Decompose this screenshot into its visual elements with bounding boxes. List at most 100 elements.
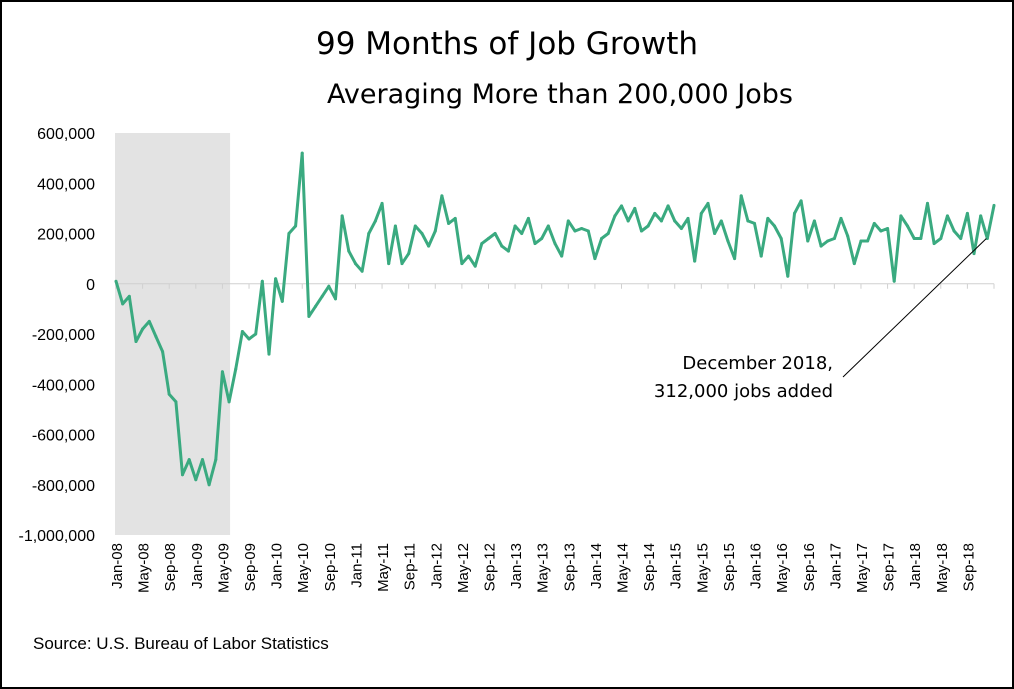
data-point — [866, 239, 870, 243]
x-tick-label: Sep-12 — [481, 543, 498, 591]
y-tick-label: 600,000 — [37, 126, 95, 143]
data-point — [673, 219, 677, 223]
data-point — [540, 237, 544, 241]
data-point — [826, 239, 830, 243]
data-point — [546, 224, 550, 228]
data-point — [593, 257, 597, 261]
y-axis-tick-labels: 600,000 400,000 200,000 0 -200,000 -400,000 -6… — [18, 126, 95, 545]
data-point — [447, 221, 451, 225]
x-tick-label: Jan-08 — [109, 543, 126, 589]
data-point — [839, 216, 843, 220]
data-point — [167, 392, 171, 396]
data-point — [473, 264, 477, 268]
x-tick-label: May-08 — [136, 543, 153, 593]
x-tick-label: May-13 — [535, 543, 552, 593]
data-point — [733, 257, 737, 261]
data-point — [792, 211, 796, 215]
x-tick-label: Jan-12 — [428, 543, 445, 589]
data-point — [959, 237, 963, 241]
data-point — [659, 219, 663, 223]
data-point — [819, 244, 823, 248]
data-point — [520, 232, 524, 235]
data-point — [400, 262, 404, 266]
data-point — [214, 458, 218, 462]
data-point — [759, 254, 763, 258]
x-tick-label: Jan-17 — [827, 543, 844, 589]
data-point — [972, 252, 976, 256]
data-point — [234, 367, 238, 371]
data-point — [779, 237, 783, 241]
data-point — [939, 237, 943, 241]
x-tick-label: May-18 — [934, 543, 951, 593]
series-line — [114, 151, 996, 487]
data-point — [753, 221, 757, 225]
data-point — [274, 277, 278, 281]
data-point — [526, 216, 530, 220]
data-point — [367, 232, 371, 235]
data-point — [174, 400, 178, 404]
data-point — [846, 234, 850, 238]
data-point — [799, 199, 803, 203]
y-tick-label: 0 — [86, 277, 95, 294]
data-point — [373, 219, 377, 223]
data-point — [925, 201, 929, 205]
data-point — [879, 229, 883, 233]
data-point — [832, 237, 836, 241]
data-point — [387, 262, 391, 266]
y-tick-label: 400,000 — [37, 176, 95, 193]
data-point — [220, 370, 224, 374]
data-point — [979, 214, 983, 218]
data-point — [300, 151, 304, 155]
data-point — [141, 327, 145, 331]
data-point — [493, 232, 497, 235]
data-point — [353, 262, 357, 266]
x-tick-label: Sep-15 — [721, 543, 738, 591]
x-tick-label: Jan-13 — [508, 543, 525, 589]
data-point — [693, 259, 697, 263]
data-point — [187, 458, 191, 462]
data-point — [739, 194, 743, 198]
data-point — [899, 214, 903, 218]
x-tick-label: Jan-18 — [907, 543, 924, 589]
x-tick-label: May-15 — [694, 543, 711, 593]
data-point — [719, 219, 723, 223]
y-tick-label: -600,000 — [32, 428, 95, 445]
data-point — [260, 279, 264, 283]
data-point — [334, 297, 337, 301]
x-tick-label: Jan-11 — [348, 543, 365, 588]
data-point — [553, 242, 557, 246]
data-point — [380, 201, 384, 205]
data-point — [413, 224, 417, 228]
data-point — [181, 473, 185, 477]
data-point — [121, 302, 125, 306]
x-tick-label: Sep-16 — [801, 543, 818, 591]
x-tick-label: May-11 — [375, 543, 392, 592]
data-point — [280, 299, 284, 303]
data-point — [812, 219, 816, 223]
y-tick-label: -400,000 — [32, 377, 95, 394]
y-tick-label: 200,000 — [37, 227, 95, 244]
data-point — [460, 262, 464, 266]
data-point — [360, 269, 364, 273]
data-point — [307, 314, 311, 318]
x-tick-label: Sep-09 — [242, 543, 259, 591]
data-point — [340, 214, 344, 218]
x-tick-label: Jan-10 — [269, 543, 286, 589]
x-tick-label: Sep-10 — [322, 543, 339, 591]
x-tick-label: May-12 — [455, 543, 472, 593]
annotation-leader-line — [842, 238, 987, 378]
data-point — [786, 274, 790, 278]
data-point — [134, 340, 138, 344]
x-tick-label: May-09 — [215, 543, 232, 593]
annotation-line-2: 312,000 jobs added — [653, 381, 833, 402]
x-tick-label: May-14 — [615, 543, 632, 593]
data-point — [859, 239, 863, 243]
data-point — [127, 294, 131, 298]
data-point — [713, 232, 717, 235]
x-tick-label: Jan-09 — [189, 543, 206, 589]
x-tick-label: Jan-15 — [668, 543, 685, 589]
y-tick-label: -1,000,000 — [18, 528, 95, 545]
data-point — [320, 294, 324, 298]
data-point — [506, 249, 510, 253]
data-point — [200, 458, 204, 462]
